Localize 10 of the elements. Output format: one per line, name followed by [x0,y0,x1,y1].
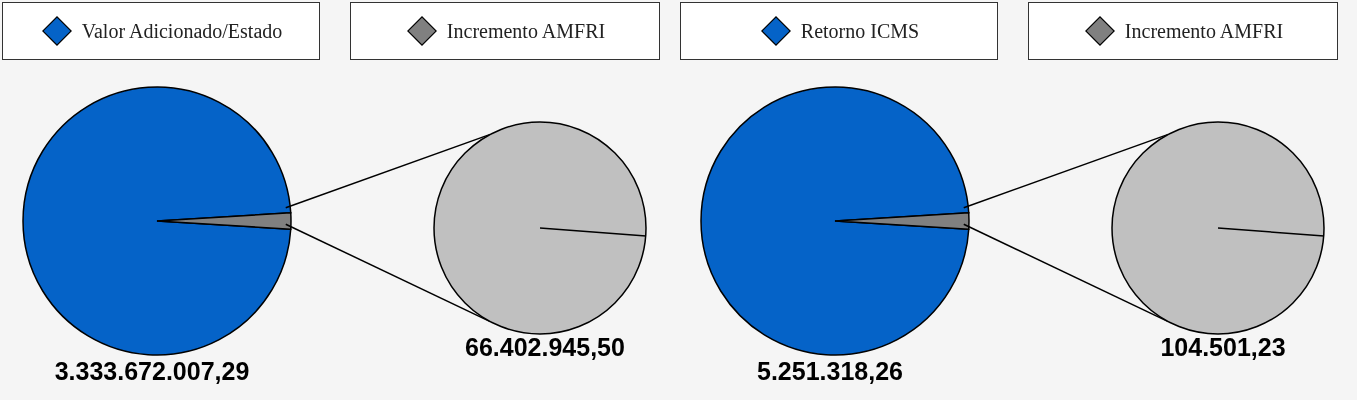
legend-label: Valor Adicionado/Estado [81,19,283,43]
data-label: 5.251.318,26 [757,357,903,385]
legend-label: Retorno ICMS [800,19,920,43]
legend-label: Incremento AMFRI [1124,19,1284,43]
data-label: 104.501,23 [1160,333,1286,361]
pie-slice [700,86,970,356]
data-label: 3.333.672.007,29 [54,357,250,385]
pie-slice [22,86,292,356]
legend-label: Incremento AMFRI [446,19,606,43]
data-label: 66.402.945,50 [465,333,625,361]
